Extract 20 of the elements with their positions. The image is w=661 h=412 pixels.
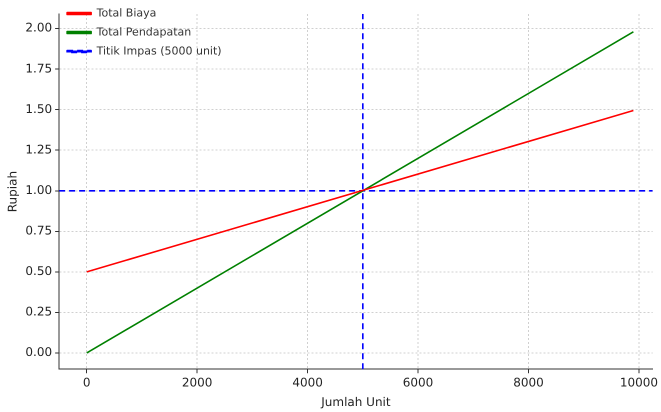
legend-label: Total Pendapatan	[96, 25, 192, 38]
y-tick-label: 1.75	[25, 61, 52, 76]
legend-label: Total Biaya	[96, 6, 156, 20]
y-axis-title: Rupiah	[5, 170, 20, 212]
y-tick-label: 2.00	[25, 20, 52, 35]
x-axis-title: Jumlah Unit	[320, 394, 391, 409]
x-tick-label: 8000	[513, 376, 544, 390]
y-tick-label: 1.25	[25, 142, 52, 156]
x-tick-label: 2000	[182, 376, 212, 390]
x-tick-label: 4000	[292, 376, 323, 390]
y-tick-label: 0.50	[25, 264, 52, 278]
y-tick-label: 1.00	[25, 182, 52, 197]
y-tick-label: 1.50	[25, 102, 52, 116]
x-tick-label: 0	[82, 376, 91, 390]
legend-label: Titik Impas (5000 unit)	[96, 44, 222, 58]
x-tick-label: 6000	[402, 376, 434, 390]
x-tick-label: 10000	[620, 376, 658, 390]
y-tick-label: 0.75	[25, 223, 52, 238]
y-tick-label: 0.25	[25, 304, 52, 319]
y-tick-label: 0.00	[25, 345, 52, 360]
